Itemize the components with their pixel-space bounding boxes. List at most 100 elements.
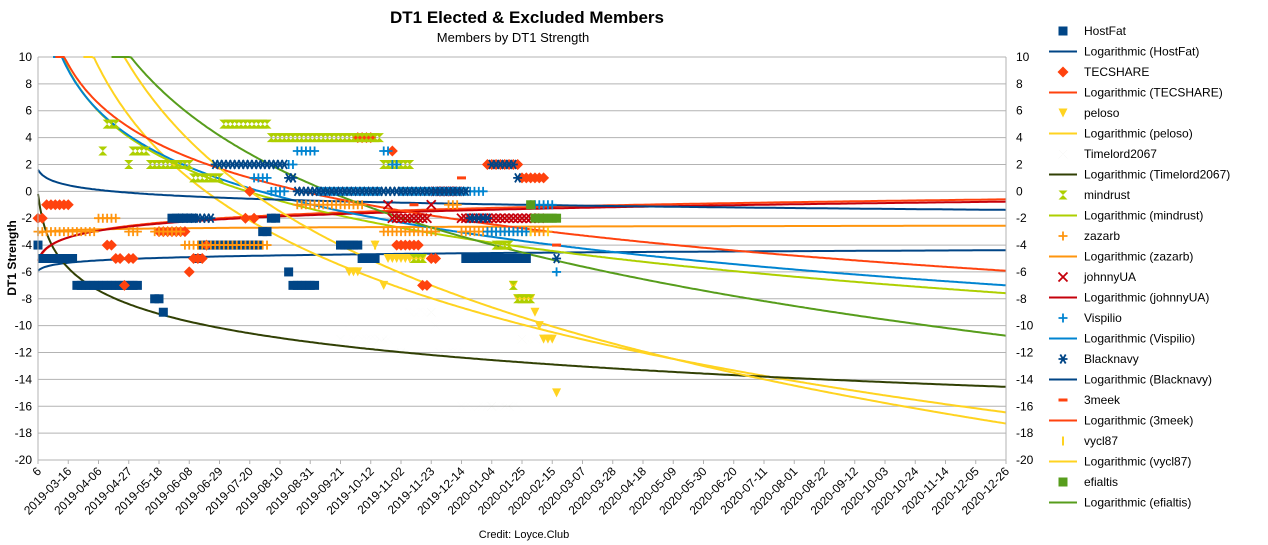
y-tick-label: 0 <box>25 184 32 198</box>
data-point <box>530 307 540 317</box>
data-point <box>357 334 367 344</box>
legend-item: zazarb <box>1058 229 1120 243</box>
y2-tick-label: 10 <box>1016 50 1030 64</box>
y-tick-label: 4 <box>25 131 32 145</box>
chart-subtitle: Members by DT1 Strength <box>437 30 589 45</box>
data-point <box>530 334 540 344</box>
data-point <box>158 307 168 317</box>
data-point <box>490 213 502 224</box>
legend-label: efialtis <box>1084 475 1118 489</box>
legend-item: johnnyUA <box>1057 270 1136 284</box>
data-point <box>409 203 419 207</box>
data-point <box>391 213 402 224</box>
chart-title: DT1 Elected & Excluded Members <box>390 8 664 27</box>
legend-label: johnnyUA <box>1083 270 1136 284</box>
y-tick-label: -6 <box>21 265 32 279</box>
data-point <box>521 334 531 344</box>
y-axis-label: DT1 Strength <box>5 220 19 295</box>
y-tick-label: -2 <box>21 211 32 225</box>
data-point <box>248 212 260 224</box>
data-point <box>262 240 272 250</box>
data-point <box>336 334 345 344</box>
data-point <box>521 227 531 237</box>
series-tecshare <box>32 132 550 291</box>
data-point <box>534 321 544 331</box>
data-point <box>552 388 562 398</box>
legend-item: TECSHARE <box>1057 65 1149 79</box>
legend-marker-swatch <box>1058 398 1068 402</box>
data-point <box>405 307 415 317</box>
data-point <box>344 334 354 344</box>
legend-marker-swatch <box>1057 271 1069 283</box>
data-point <box>457 401 466 411</box>
legend-marker-swatch <box>1058 477 1068 487</box>
y2-tick-label: 6 <box>1016 104 1023 118</box>
data-point <box>513 401 523 411</box>
data-point <box>552 267 562 277</box>
data-point <box>392 348 402 358</box>
data-point <box>353 334 363 344</box>
data-point <box>262 227 272 237</box>
data-point <box>457 176 466 180</box>
legend-label: Logarithmic (peloso) <box>1084 127 1193 141</box>
data-point <box>111 213 121 223</box>
data-point <box>409 307 419 317</box>
data-point <box>379 280 389 290</box>
legend-label: zazarb <box>1084 229 1120 243</box>
legend-marker-swatch <box>1058 108 1068 118</box>
data-point <box>374 133 384 143</box>
data-point <box>357 200 367 210</box>
data-point <box>196 253 208 264</box>
data-point <box>491 401 501 411</box>
data-point <box>500 401 510 411</box>
data-point <box>114 253 126 264</box>
data-point <box>430 253 442 264</box>
data-point <box>383 146 393 156</box>
data-point <box>461 401 471 411</box>
legend-item: Blacknavy <box>1058 352 1139 366</box>
data-point <box>431 321 441 331</box>
data-point <box>482 213 492 224</box>
legend-item: Logarithmic (peloso) <box>1049 127 1193 141</box>
data-point <box>526 334 536 344</box>
data-point <box>495 401 505 411</box>
data-point <box>422 307 432 317</box>
y-tick-label: 10 <box>19 50 33 64</box>
y2-tick-label: -8 <box>1016 292 1027 306</box>
data-point <box>547 200 557 210</box>
legend-item: Logarithmic (Blacknavy) <box>1049 373 1212 387</box>
series-timelord2067 <box>336 280 562 411</box>
y-tick-label: -14 <box>15 372 33 386</box>
data-point <box>504 240 514 250</box>
legend-item: Logarithmic (vycl87) <box>1049 455 1191 469</box>
legend-marker-swatch <box>1058 231 1068 241</box>
data-point <box>431 227 441 237</box>
data-point <box>89 227 99 237</box>
data-point <box>452 348 462 358</box>
legend-label: vycl87 <box>1084 434 1118 448</box>
legend-label: Logarithmic (vycl87) <box>1084 455 1191 469</box>
legend-label: Logarithmic (Vispilio) <box>1084 332 1195 346</box>
legend-marker-swatch <box>1058 313 1068 323</box>
y2-tick-label: -14 <box>1016 372 1034 386</box>
data-point <box>68 254 78 263</box>
data-point <box>526 294 536 304</box>
data-point <box>239 212 251 224</box>
data-point <box>421 279 433 291</box>
data-point <box>452 200 462 210</box>
data-point <box>154 294 164 304</box>
data-point <box>513 172 523 183</box>
legend-marker-swatch <box>1058 26 1068 36</box>
legend-item: HostFat <box>1058 24 1127 38</box>
data-point <box>508 159 518 170</box>
data-point <box>395 213 407 224</box>
data-point <box>508 213 519 224</box>
data-point <box>526 200 536 210</box>
data-point <box>534 334 544 344</box>
data-point <box>552 213 562 223</box>
data-point <box>529 227 532 237</box>
data-point <box>249 119 259 129</box>
data-point <box>310 280 320 290</box>
legend-item: 3meek <box>1058 393 1121 407</box>
data-point <box>348 334 358 344</box>
